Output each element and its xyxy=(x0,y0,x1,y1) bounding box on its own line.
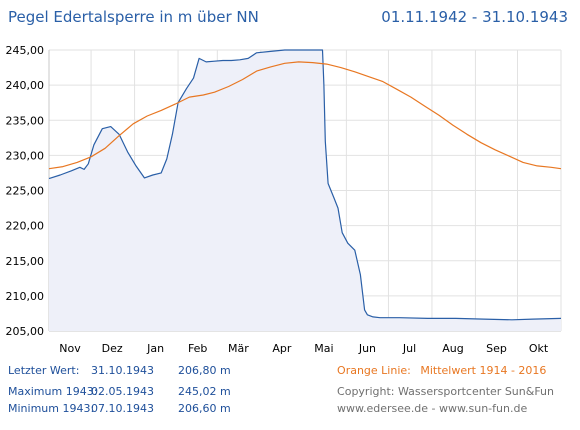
orange-line-label: Orange Linie: xyxy=(337,364,411,377)
x-tick-label: Jun xyxy=(358,342,376,355)
copyright-text: Copyright: Wassersportcenter Sun&Fun xyxy=(337,385,554,398)
y-tick-label: 205,00 xyxy=(6,325,45,338)
y-tick-label: 235,00 xyxy=(6,114,45,127)
websites-text: www.edersee.de - www.sun-fun.de xyxy=(337,402,528,415)
x-tick-label: Mär xyxy=(228,342,249,355)
last-value-date: 31.10.1943 xyxy=(91,364,154,377)
y-tick-label: 210,00 xyxy=(6,290,45,303)
water-level-line xyxy=(48,49,562,321)
x-tick-label: Sep xyxy=(486,342,507,355)
orange-line-legend: Orange Linie: Mittelwert 1914 - 2016 xyxy=(337,364,554,381)
maximum-label: Maximum 1943: xyxy=(8,385,98,398)
y-tick-label: 215,00 xyxy=(6,255,45,268)
last-value-value: 206,80 m xyxy=(178,364,231,377)
y-tick-label: 225,00 xyxy=(6,185,45,198)
x-tick-label: Nov xyxy=(59,342,81,355)
maximum-value: 245,02 m xyxy=(178,385,231,398)
last-value-label: Letzter Wert: xyxy=(8,364,80,377)
maximum-date: 02.05.1943 xyxy=(91,385,154,398)
date-range: 01.11.1942 - 31.10.1943 xyxy=(381,8,568,26)
x-tick-label: Mai xyxy=(314,342,333,355)
x-tick-label: Dez xyxy=(102,342,123,355)
x-tick-label: Apr xyxy=(272,342,292,355)
x-tick-label: Jan xyxy=(146,342,164,355)
minimum-value: 206,60 m xyxy=(178,402,231,415)
y-tick-label: 245,00 xyxy=(6,44,45,57)
x-tick-label: Okt xyxy=(529,342,549,355)
series-area-fill xyxy=(49,50,561,331)
x-tick-label: Jul xyxy=(402,342,416,355)
legend-info: Orange Linie: Mittelwert 1914 - 2016 Cop… xyxy=(337,364,554,419)
orange-line-description: Mittelwert 1914 - 2016 xyxy=(420,364,547,377)
chart-title: Pegel Edertalsperre in m über NN xyxy=(8,8,259,26)
minimum-date: 07.10.1943 xyxy=(91,402,154,415)
y-tick-label: 240,00 xyxy=(6,79,45,92)
y-tick-label: 230,00 xyxy=(6,149,45,162)
x-tick-label: Aug xyxy=(442,342,463,355)
y-tick-label: 220,00 xyxy=(6,220,45,233)
minimum-label: Minimum 1943: xyxy=(8,402,95,415)
chart: 205,00 210,00 215,00 220,00 225,00 230,00 235,… xyxy=(6,44,562,355)
mean-value-line xyxy=(48,61,562,170)
x-tick-label: Feb xyxy=(188,342,207,355)
